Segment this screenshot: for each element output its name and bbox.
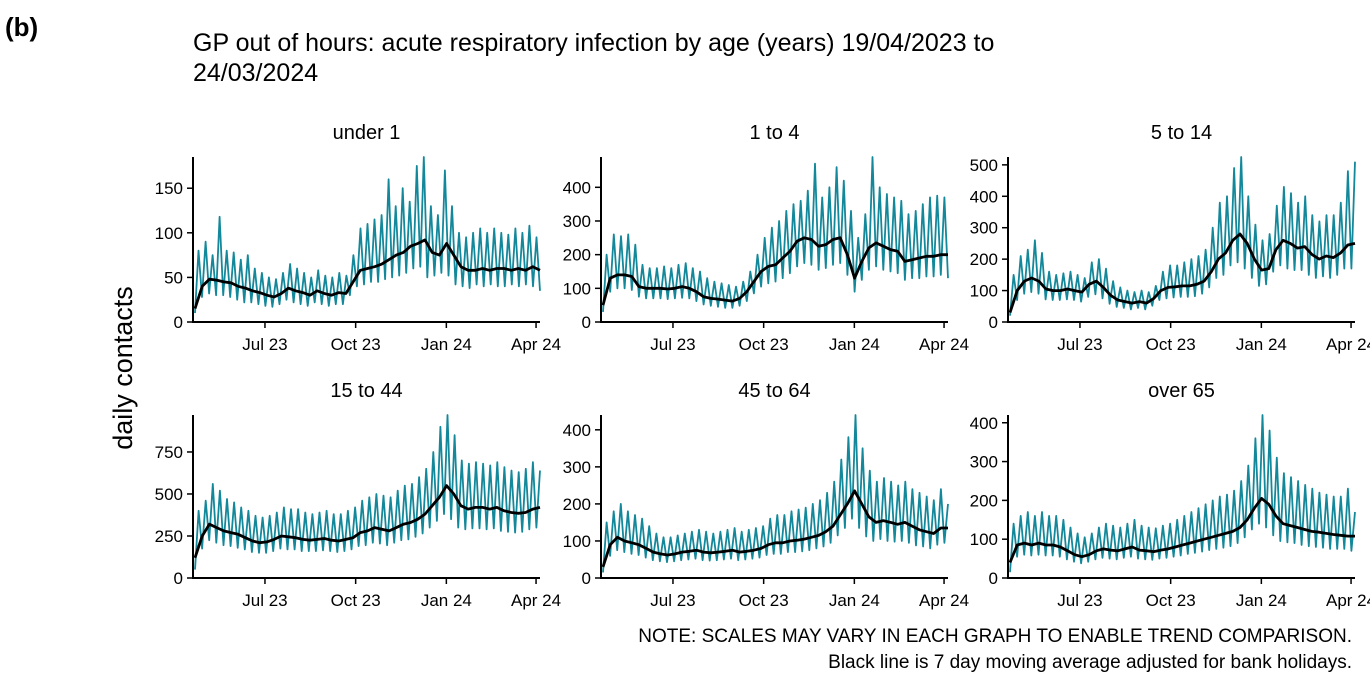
y-tick-label: 750 [155, 443, 183, 462]
y-tick-label: 200 [970, 250, 998, 269]
y-tick-label: 100 [970, 282, 998, 301]
y-tick-label: 300 [563, 458, 591, 477]
y-tick-label: 0 [174, 313, 183, 332]
panel-title: 5 to 14 [1151, 122, 1212, 144]
daily-line [1009, 156, 1356, 316]
y-tick-label: 150 [155, 179, 183, 198]
panel-title: under 1 [333, 122, 401, 144]
note: NOTE: SCALES MAY VARY IN EACH GRAPH TO E… [638, 626, 1352, 647]
x-tick-label: Apr 24 [919, 335, 969, 354]
y-tick-label: 400 [563, 421, 591, 440]
x-tick-label: Jan 24 [1236, 335, 1287, 354]
panel-title: 1 to 4 [749, 122, 799, 144]
x-tick-label: Apr 24 [1326, 335, 1370, 354]
y-tick-label: 300 [563, 212, 591, 231]
x-tick-label: Jan 24 [829, 335, 880, 354]
y-tick-label: 200 [970, 491, 998, 510]
y-axis-label: daily contacts [108, 286, 138, 450]
y-tick-label: 300 [970, 453, 998, 472]
y-tick-label: 0 [582, 569, 591, 588]
y-tick-label: 0 [989, 313, 998, 332]
y-tick-label: 400 [970, 187, 998, 206]
x-tick-label: Oct 23 [331, 591, 381, 610]
panel-title: 15 to 44 [330, 380, 402, 402]
x-tick-label: Jul 23 [650, 591, 695, 610]
moving-average-line [193, 238, 541, 310]
y-tick-label: 500 [970, 156, 998, 175]
y-tick-label: 100 [563, 532, 591, 551]
y-tick-label: 200 [563, 495, 591, 514]
x-tick-label: Oct 23 [1146, 591, 1196, 610]
y-tick-label: 100 [155, 224, 183, 243]
moving-average-line [1008, 232, 1356, 314]
x-tick-label: Jul 23 [242, 591, 287, 610]
note: Black line is 7 day moving average adjus… [828, 652, 1352, 673]
x-tick-label: Jan 24 [421, 591, 472, 610]
moving-average-line [601, 489, 948, 568]
daily-line [602, 156, 949, 312]
moving-average-line [193, 484, 541, 559]
x-tick-label: Apr 24 [1326, 591, 1370, 610]
y-tick-label: 0 [174, 569, 183, 588]
y-tick-label: 0 [989, 569, 998, 588]
x-tick-label: Jul 23 [1057, 591, 1102, 610]
y-tick-label: 250 [155, 527, 183, 546]
x-tick-label: Jul 23 [650, 335, 695, 354]
x-tick-label: Oct 23 [739, 335, 789, 354]
panel-title: over 65 [1148, 380, 1215, 402]
x-tick-label: Jan 24 [829, 591, 880, 610]
x-tick-label: Jan 24 [1236, 591, 1287, 610]
y-tick-label: 400 [970, 414, 998, 433]
x-tick-label: Apr 24 [511, 591, 561, 610]
x-tick-label: Oct 23 [1146, 335, 1196, 354]
moving-average-line [601, 236, 948, 306]
y-tick-label: 200 [563, 246, 591, 265]
x-tick-label: Jan 24 [421, 335, 472, 354]
daily-line [602, 414, 949, 573]
y-tick-label: 100 [563, 279, 591, 298]
x-tick-label: Jul 23 [242, 335, 287, 354]
y-tick-label: 0 [582, 313, 591, 332]
moving-average-line [1008, 497, 1355, 564]
x-tick-label: Oct 23 [739, 591, 789, 610]
y-tick-label: 500 [155, 485, 183, 504]
x-tick-label: Apr 24 [511, 335, 561, 354]
daily-line [194, 414, 541, 570]
chart-title: GP out of hours: acute respiratory infec… [193, 29, 995, 87]
panel-title: 45 to 64 [738, 380, 810, 402]
figure-label: (b) [5, 12, 38, 42]
y-tick-label: 300 [970, 219, 998, 238]
daily-line [1009, 414, 1356, 573]
x-tick-label: Jul 23 [1057, 335, 1102, 354]
y-tick-label: 100 [970, 530, 998, 549]
y-tick-label: 400 [563, 178, 591, 197]
x-tick-label: Apr 24 [919, 591, 969, 610]
x-tick-label: Oct 23 [331, 335, 381, 354]
y-tick-label: 50 [164, 268, 183, 287]
